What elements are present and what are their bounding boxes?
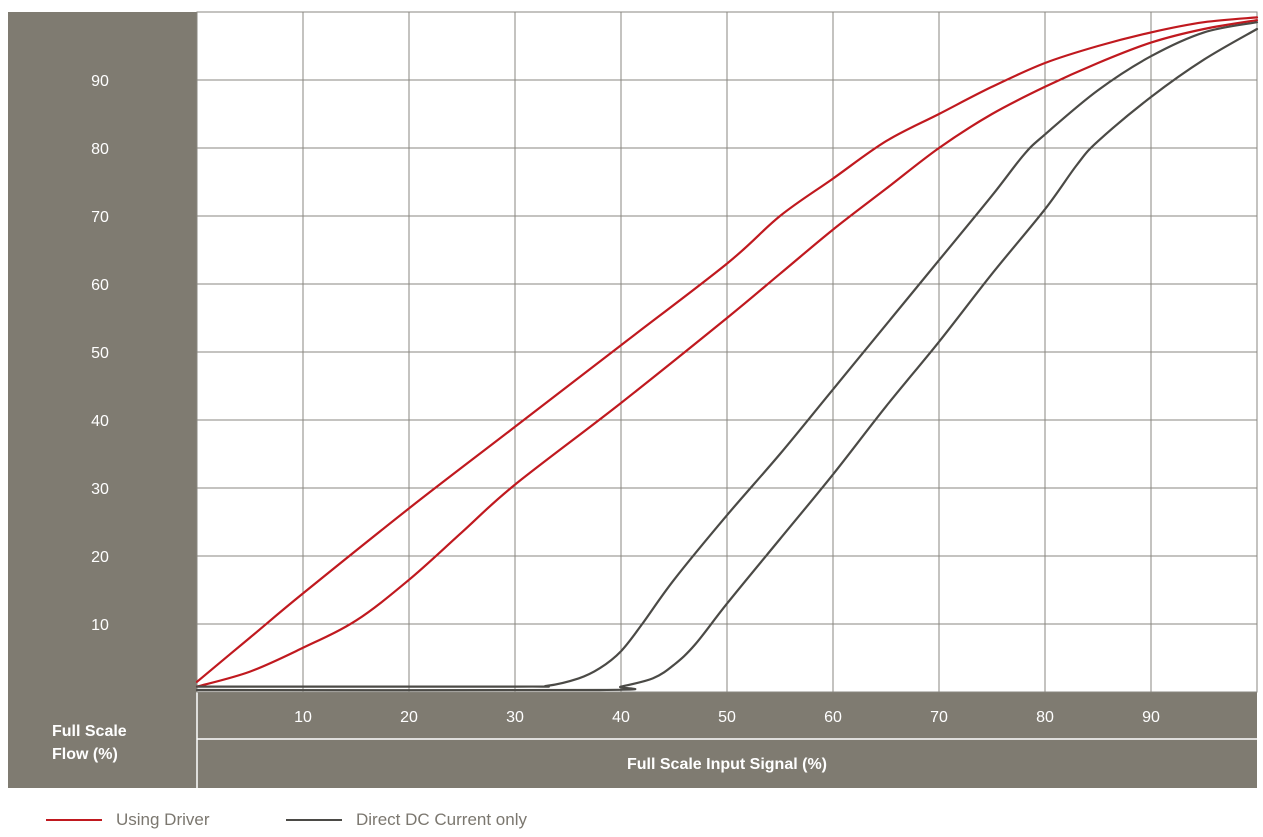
x-tick-label: 30 (506, 709, 524, 726)
x-axis-title: Full Scale Input Signal (%) (627, 756, 827, 773)
x-tick-label: 70 (930, 709, 948, 726)
x-tick-label: 90 (1142, 709, 1160, 726)
y-axis-panel (8, 12, 197, 692)
legend-direct-swatch (286, 819, 342, 821)
grid (196, 11, 1258, 693)
series-line-3 (195, 21, 1259, 688)
x-tick-label: 10 (294, 709, 312, 726)
series-lines (195, 16, 1259, 692)
x-tick-label: 50 (718, 709, 736, 726)
x-tick-label: 20 (400, 709, 418, 726)
y-tick-label: 20 (91, 549, 109, 566)
legend-driver-swatch (46, 819, 102, 821)
series-line-2 (195, 19, 1259, 688)
y-tick-label: 80 (91, 141, 109, 158)
series-line-1 (195, 16, 1259, 683)
legend-item-direct: Direct DC Current only (286, 806, 527, 834)
y-tick-label: 40 (91, 413, 109, 430)
y-tick-labels: 10 20 30 40 50 60 70 80 90 (91, 73, 109, 634)
y-tick-label: 30 (91, 481, 109, 498)
y-tick-label: 10 (91, 617, 109, 634)
x-tick-label: 40 (612, 709, 630, 726)
plot-border (196, 11, 1258, 693)
y-tick-label: 70 (91, 209, 109, 226)
y-axis-title-line1: Full Scale (52, 723, 127, 740)
y-tick-label: 50 (91, 345, 109, 362)
x-axis-panel (8, 692, 1257, 788)
legend-direct-label: Direct DC Current only (356, 810, 527, 829)
y-tick-label: 90 (91, 73, 109, 90)
x-tick-label: 60 (824, 709, 842, 726)
y-tick-label: 60 (91, 277, 109, 294)
x-tick-labels: 10 20 30 40 50 60 70 80 90 (294, 709, 1160, 726)
series-line-4 (195, 27, 1259, 692)
x-tick-label: 80 (1036, 709, 1054, 726)
y-axis-title-line2: Flow (%) (52, 746, 118, 763)
legend-driver-label: Using Driver (116, 810, 210, 829)
legend-item-driver: Using Driver (46, 806, 210, 834)
